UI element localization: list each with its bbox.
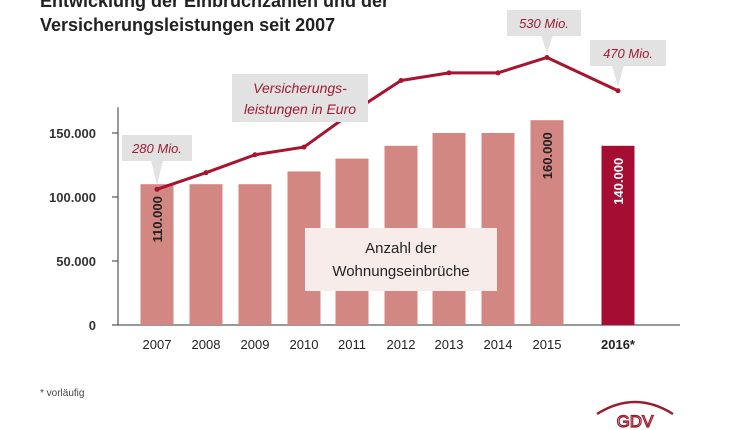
x-tick-label: 2010 (290, 337, 319, 352)
y-tick-label: 50.000 (56, 254, 96, 269)
line-series (156, 55, 619, 191)
callout-2016-text: 470 Mio. (603, 46, 653, 61)
x-tick-label: 2008 (192, 337, 221, 352)
line-point (446, 70, 452, 76)
bar-label-box (305, 228, 497, 291)
y-tick-label: 150.000 (49, 126, 96, 141)
x-tick-label: 2007 (143, 337, 172, 352)
line-point (203, 170, 209, 176)
line-series-label-text: leistungen in Euro (244, 101, 356, 117)
x-tick-label: 2012 (387, 337, 416, 352)
callout-2007-pointer (151, 160, 163, 186)
bar (189, 184, 223, 325)
callout-2015-box (507, 10, 581, 36)
line-point (544, 54, 550, 60)
x-tick-label: 2009 (241, 337, 270, 352)
chart-title-line-2: Versicherungsleistungen seit 2007 (40, 15, 336, 35)
bar (601, 145, 635, 325)
y-tick-label: 100.000 (49, 190, 96, 205)
footnote: * vorläufig (40, 388, 85, 399)
chart-title-line-1: Entwicklung der Einbruchzahlen und der (40, 0, 390, 11)
callout-2015-pointer (541, 35, 553, 54)
x-tick-label: 2011 (338, 337, 366, 352)
logo-text: GDV (617, 412, 655, 430)
chart: 0 50.000 100.000 150.000 2007 2008 2009 2010 201… (49, 10, 680, 352)
y-tick-label: 0 (89, 318, 96, 333)
callout-2007-box (122, 135, 192, 161)
line-point (495, 70, 501, 76)
bar (238, 184, 272, 325)
bar-label-line-2: Wohnungseinbrüche (332, 263, 469, 280)
callout-2016-pointer (612, 65, 624, 87)
line-point (398, 78, 404, 84)
bar (530, 120, 564, 325)
line-series-label-text: Versicherungs- (253, 80, 347, 96)
callout-2015-text: 530 Mio. (519, 16, 569, 31)
line-series-label-box (232, 74, 368, 122)
bar-data-label: 160.000 (540, 132, 555, 179)
bar-data-label: 110.000 (150, 196, 165, 242)
bar (140, 184, 174, 325)
bar-label-line-1: Anzahl der (365, 240, 437, 257)
bar-data-label: 140.000 (611, 158, 626, 205)
line-point (301, 144, 307, 150)
x-tick-label: 2013 (435, 337, 464, 352)
gdv-logo: GDV (596, 400, 674, 430)
x-tick-label: 2014 (484, 337, 513, 352)
x-tick-label: 2016* (601, 337, 636, 352)
line-point (154, 186, 160, 192)
callout-2016-box (590, 40, 666, 66)
callout-2007-text: 280 Mio. (131, 141, 182, 156)
line-point (615, 88, 621, 94)
line-point (252, 152, 258, 158)
x-tick-label: 2015 (533, 337, 562, 352)
